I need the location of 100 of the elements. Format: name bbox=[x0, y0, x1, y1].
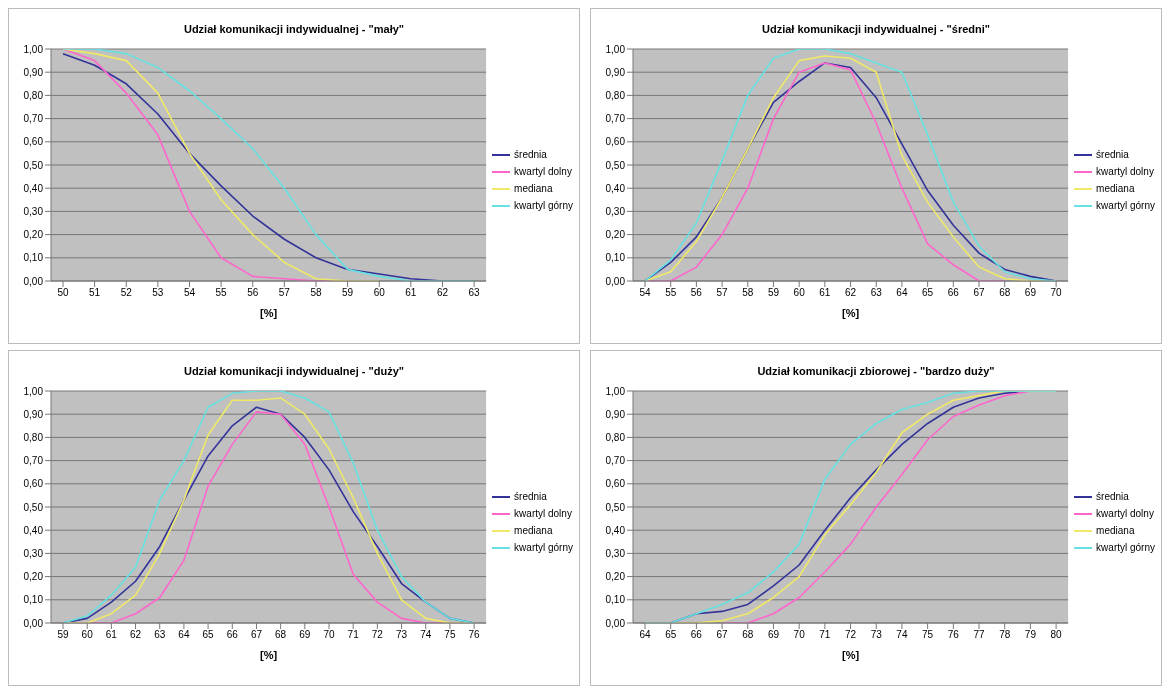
x-tick-label: 51 bbox=[89, 287, 101, 299]
x-tick-label: 54 bbox=[639, 287, 651, 299]
x-tick-label: 70 bbox=[793, 629, 806, 641]
chart-title: Udział komunikacji indywidualnej - "duży" bbox=[182, 365, 406, 379]
chart-title: Udział komunikacji indywidualnej - "średni" bbox=[761, 23, 991, 37]
x-tick-label: 53 bbox=[152, 287, 164, 299]
x-tick-label: 71 bbox=[819, 629, 831, 641]
y-tick-label: 0,90 bbox=[605, 408, 626, 420]
y-tick-label: 0,10 bbox=[605, 252, 626, 264]
y-tick-label: 0,30 bbox=[605, 547, 626, 559]
y-tick-label: 0,60 bbox=[605, 478, 626, 490]
y-tick-label: 0,00 bbox=[23, 617, 44, 629]
x-tick-label: 73 bbox=[870, 629, 883, 641]
x-tick-label: 64 bbox=[896, 287, 908, 299]
y-tick-label: 0,00 bbox=[605, 275, 626, 287]
x-axis-title: [%] bbox=[259, 307, 278, 319]
y-tick-label: 0,00 bbox=[605, 617, 626, 629]
y-tick-label: 0,90 bbox=[23, 408, 44, 420]
legend-label: kwartyl dolny bbox=[514, 508, 572, 519]
x-tick-label: 55 bbox=[215, 287, 228, 299]
x-tick-label: 66 bbox=[226, 629, 239, 641]
x-axis-title: [%] bbox=[259, 649, 278, 661]
legend-label: mediana bbox=[1096, 183, 1135, 194]
legend-label: średnia bbox=[1096, 149, 1129, 160]
x-tick-label: 56 bbox=[690, 287, 703, 299]
x-tick-label: 80 bbox=[1050, 629, 1063, 641]
x-axis-title: [%] bbox=[841, 307, 860, 319]
x-tick-label: 63 bbox=[154, 629, 166, 641]
y-tick-label: 1,00 bbox=[23, 43, 44, 55]
x-tick-label: 68 bbox=[742, 629, 754, 641]
x-tick-label: 76 bbox=[947, 629, 960, 641]
legend-label: kwartyl górny bbox=[514, 542, 573, 553]
x-tick-label: 57 bbox=[278, 287, 291, 299]
legend-label: średnia bbox=[1096, 491, 1129, 502]
legend-label: średnia bbox=[514, 491, 547, 502]
x-tick-label: 70 bbox=[1050, 287, 1063, 299]
x-tick-label: 67 bbox=[716, 629, 729, 641]
x-tick-label: 68 bbox=[275, 629, 287, 641]
x-tick-label: 59 bbox=[57, 629, 69, 641]
x-tick-label: 59 bbox=[767, 287, 780, 299]
x-tick-label: 59 bbox=[342, 287, 354, 299]
x-tick-label: 72 bbox=[371, 629, 384, 641]
x-tick-label: 75 bbox=[922, 629, 934, 641]
legend-label: mediana bbox=[1096, 525, 1135, 536]
legend-label: mediana bbox=[514, 525, 553, 536]
x-tick-label: 69 bbox=[299, 629, 311, 641]
y-tick-label: 0,80 bbox=[605, 431, 626, 443]
y-tick-label: 1,00 bbox=[23, 385, 44, 397]
y-tick-label: 0,70 bbox=[23, 455, 44, 467]
x-tick-label: 69 bbox=[767, 629, 780, 641]
x-tick-label: 54 bbox=[183, 287, 196, 299]
x-tick-label: 55 bbox=[665, 287, 677, 299]
x-tick-label: 56 bbox=[247, 287, 259, 299]
x-tick-label: 61 bbox=[819, 287, 831, 299]
x-tick-label: 61 bbox=[405, 287, 417, 299]
legend-label: mediana bbox=[514, 183, 553, 194]
y-tick-label: 0,10 bbox=[23, 252, 44, 264]
x-tick-label: 60 bbox=[793, 287, 806, 299]
y-tick-label: 0,50 bbox=[605, 159, 626, 171]
x-tick-label: 77 bbox=[973, 629, 986, 641]
x-tick-label: 52 bbox=[120, 287, 133, 299]
y-tick-label: 0,30 bbox=[23, 547, 44, 559]
x-tick-label: 78 bbox=[999, 629, 1011, 641]
x-tick-label: 62 bbox=[844, 287, 857, 299]
x-tick-label: 61 bbox=[105, 629, 118, 641]
x-tick-label: 71 bbox=[347, 629, 360, 641]
x-tick-label: 62 bbox=[436, 287, 449, 299]
x-tick-label: 70 bbox=[323, 629, 335, 641]
x-tick-label: 64 bbox=[639, 629, 651, 641]
legend-label: kwartyl górny bbox=[1096, 200, 1155, 211]
y-tick-label: 0,80 bbox=[23, 89, 44, 101]
legend-label: kwartyl dolny bbox=[514, 166, 572, 177]
y-tick-label: 0,20 bbox=[23, 229, 44, 241]
y-tick-label: 0,20 bbox=[23, 571, 44, 583]
x-tick-label: 60 bbox=[373, 287, 386, 299]
y-tick-label: 0,40 bbox=[605, 524, 626, 536]
x-tick-label: 67 bbox=[973, 287, 986, 299]
x-tick-label: 63 bbox=[468, 287, 481, 299]
y-tick-label: 1,00 bbox=[605, 43, 626, 55]
y-tick-label: 0,30 bbox=[605, 205, 626, 217]
y-tick-label: 0,80 bbox=[605, 89, 626, 101]
x-tick-label: 68 bbox=[999, 287, 1011, 299]
y-tick-label: 0,10 bbox=[605, 594, 626, 606]
legend-label: kwartyl górny bbox=[514, 200, 573, 211]
x-tick-label: 74 bbox=[896, 629, 908, 641]
x-axis-title: [%] bbox=[841, 649, 860, 661]
legend-label: kwartyl górny bbox=[1096, 542, 1155, 553]
x-tick-label: 64 bbox=[178, 629, 190, 641]
y-tick-label: 0,40 bbox=[23, 182, 44, 194]
x-tick-label: 72 bbox=[844, 629, 857, 641]
x-tick-label: 76 bbox=[468, 629, 481, 641]
x-tick-label: 63 bbox=[870, 287, 883, 299]
x-tick-label: 66 bbox=[947, 287, 960, 299]
y-tick-label: 0,60 bbox=[23, 478, 44, 490]
chart-title: Udział komunikacji indywidualnej - "mały" bbox=[182, 23, 406, 37]
y-tick-label: 0,20 bbox=[605, 229, 626, 241]
x-tick-label: 50 bbox=[57, 287, 69, 299]
x-tick-label: 74 bbox=[420, 629, 432, 641]
y-tick-label: 0,90 bbox=[23, 66, 44, 78]
chart-title: Udział komunikacji zbiorowej - "bardzo duży" bbox=[756, 365, 996, 379]
